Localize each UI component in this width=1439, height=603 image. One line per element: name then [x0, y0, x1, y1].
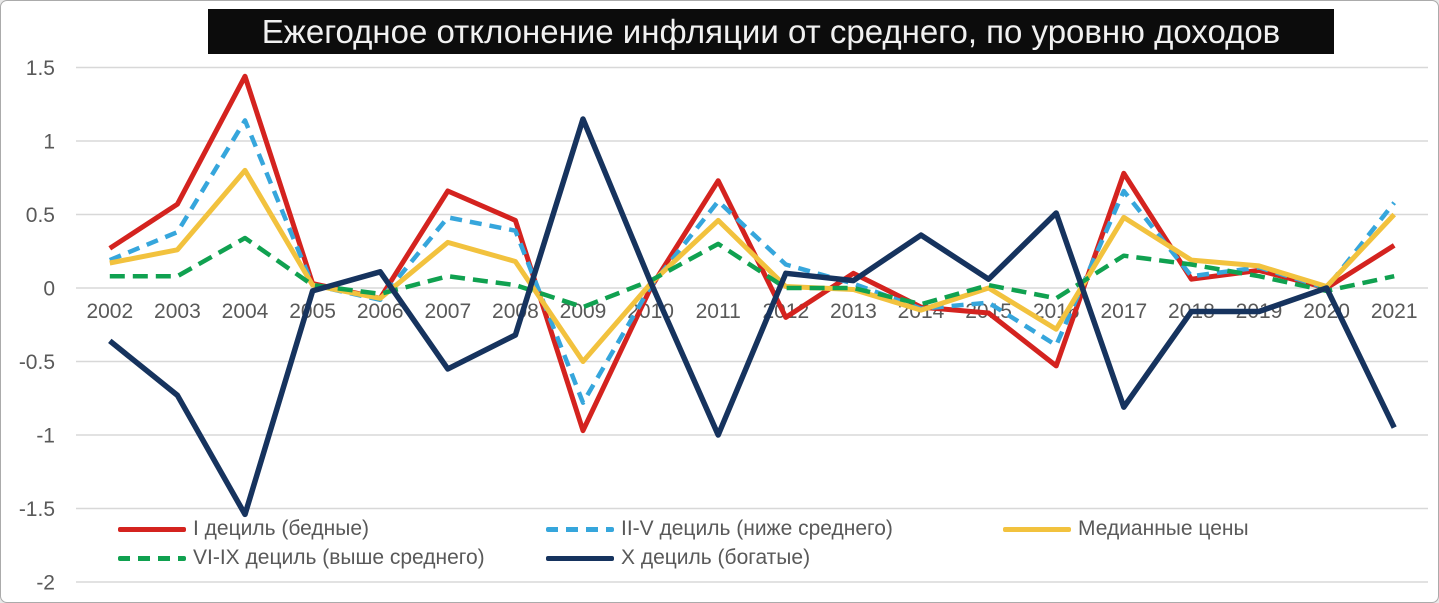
y-tick-label: -2: [36, 572, 55, 595]
x-tick-label: 2002: [86, 300, 133, 323]
chart-title-bar: Ежегодное отклонение инфляции от среднег…: [208, 9, 1334, 54]
x-tick-label: 2013: [830, 300, 877, 323]
x-tick-label: 2007: [424, 300, 471, 323]
chart-title: Ежегодное отклонение инфляции от среднег…: [261, 12, 1281, 50]
series-line-decile-10-rich: [108, 116, 1397, 518]
y-tick-label: 0.5: [26, 204, 55, 227]
series-line-decile-2-5: [108, 118, 1396, 405]
x-tick-label: 2006: [357, 300, 404, 323]
y-tick-label: -1: [36, 425, 55, 448]
y-tick-label: -0.5: [19, 351, 55, 374]
x-tick-label: 2004: [222, 300, 269, 323]
y-tick-label: -1.5: [19, 498, 55, 521]
x-tick-label: 2011: [696, 300, 741, 323]
x-tick-label: 2005: [289, 300, 336, 323]
y-tick-label: 0: [43, 278, 55, 301]
x-tick-label: 2017: [1100, 300, 1147, 323]
x-tick-label: 2009: [560, 300, 607, 323]
y-tick-label: 1: [43, 131, 55, 154]
y-tick-label: 1.5: [26, 57, 55, 80]
x-tick-label: 2003: [154, 300, 201, 323]
x-tick-label: 2008: [492, 300, 539, 323]
x-tick-label: 2021: [1371, 300, 1418, 323]
